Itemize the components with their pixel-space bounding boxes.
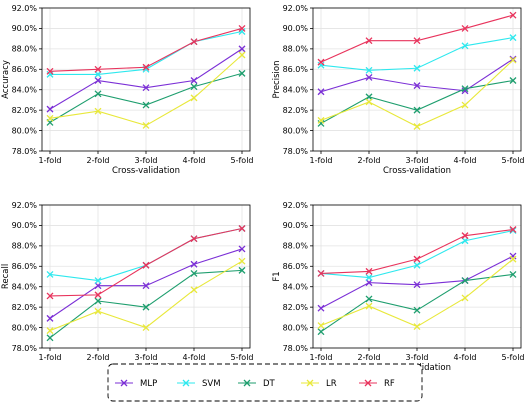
x-axis-label: Cross-validation <box>383 166 451 176</box>
y-tick-label: 84.0% <box>12 283 38 292</box>
x-tick-label: 5-fold <box>231 156 254 165</box>
y-tick-label: 88.0% <box>12 242 38 251</box>
y-tick-label: 78.0% <box>12 147 38 156</box>
y-tick-label: 82.0% <box>283 106 309 115</box>
x-tick-label: 2-fold <box>87 156 110 165</box>
x-tick-label: 1-fold <box>39 156 62 165</box>
x-tick-label: 4-fold <box>183 353 206 362</box>
y-tick-label: 92.0% <box>283 201 309 210</box>
y-tick-label: 78.0% <box>283 344 309 353</box>
x-tick-label: 3-fold <box>406 156 429 165</box>
x-tick-label: 2-fold <box>358 353 381 362</box>
grid <box>313 8 521 151</box>
y-tick-label: 86.0% <box>12 65 38 74</box>
y-tick-label: 78.0% <box>12 344 38 353</box>
y-tick-label: 88.0% <box>12 45 38 54</box>
legend-label: RF <box>384 379 395 389</box>
y-tick-label: 82.0% <box>12 106 38 115</box>
y-axis-label: F1 <box>272 271 282 281</box>
legend-label: DT <box>263 379 276 389</box>
chart-panel-1: 78.0% 80.0% 82.0% 84.0% 86.0% 88.0% 90.0% 92.0%… <box>1 4 254 176</box>
x-tick-label: 2-fold <box>87 353 110 362</box>
y-tick-label: 84.0% <box>283 283 309 292</box>
y-axis-label: Accuracy <box>1 60 11 99</box>
y-tick-label: 90.0% <box>12 24 38 33</box>
x-tick-label: 3-fold <box>135 353 158 362</box>
y-tick-label: 92.0% <box>283 4 309 13</box>
x-tick-label: 2-fold <box>358 156 381 165</box>
y-tick-label: 86.0% <box>283 65 309 74</box>
chart-panel-4: 78.0% 80.0% 82.0% 84.0% 86.0% 88.0% 90.0% 92.0%… <box>272 201 525 373</box>
y-tick-label: 92.0% <box>12 201 38 210</box>
y-tick-label: 92.0% <box>12 4 38 13</box>
x-tick-label: 4-fold <box>454 156 477 165</box>
x-tick-label: 4-fold <box>454 353 477 362</box>
legend-label: LR <box>326 379 337 389</box>
chart-panel-3: 78.0% 80.0% 82.0% 84.0% 86.0% 88.0% 90.0% 92.0%… <box>1 201 254 373</box>
y-tick-label: 80.0% <box>12 126 38 135</box>
legend: MLP SVM DT LR RF <box>108 364 422 401</box>
y-tick-label: 80.0% <box>283 126 309 135</box>
y-tick-label: 86.0% <box>283 262 309 271</box>
x-tick-label: 5-fold <box>502 353 525 362</box>
y-tick-label: 82.0% <box>12 303 38 312</box>
x-tick-label: 3-fold <box>135 156 158 165</box>
x-axis-label: Cross-validation <box>112 166 180 176</box>
y-axis-label: Recall <box>1 264 11 289</box>
x-tick-label: 1-fold <box>39 353 62 362</box>
x-tick-label: 1-fold <box>310 156 333 165</box>
x-tick-label: 5-fold <box>231 353 254 362</box>
y-tick-label: 80.0% <box>283 323 309 332</box>
y-tick-label: 88.0% <box>283 45 309 54</box>
grid <box>42 205 250 348</box>
y-tick-label: 86.0% <box>12 262 38 271</box>
x-tick-label: 1-fold <box>310 353 333 362</box>
legend-label: SVM <box>202 379 221 389</box>
chart-panel-2: 78.0% 80.0% 82.0% 84.0% 86.0% 88.0% 90.0% 92.0%… <box>272 4 525 176</box>
x-tick-label: 5-fold <box>502 156 525 165</box>
y-tick-label: 84.0% <box>12 86 38 95</box>
y-tick-label: 88.0% <box>283 242 309 251</box>
x-tick-label: 4-fold <box>183 156 206 165</box>
y-tick-label: 90.0% <box>283 24 309 33</box>
y-tick-label: 82.0% <box>283 303 309 312</box>
y-tick-label: 84.0% <box>283 86 309 95</box>
y-tick-label: 80.0% <box>12 323 38 332</box>
x-tick-label: 3-fold <box>406 353 429 362</box>
y-tick-label: 90.0% <box>283 221 309 230</box>
legend-label: MLP <box>140 379 157 389</box>
y-tick-label: 78.0% <box>283 147 309 156</box>
y-tick-label: 90.0% <box>12 221 38 230</box>
y-axis-label: Precision <box>272 61 282 99</box>
